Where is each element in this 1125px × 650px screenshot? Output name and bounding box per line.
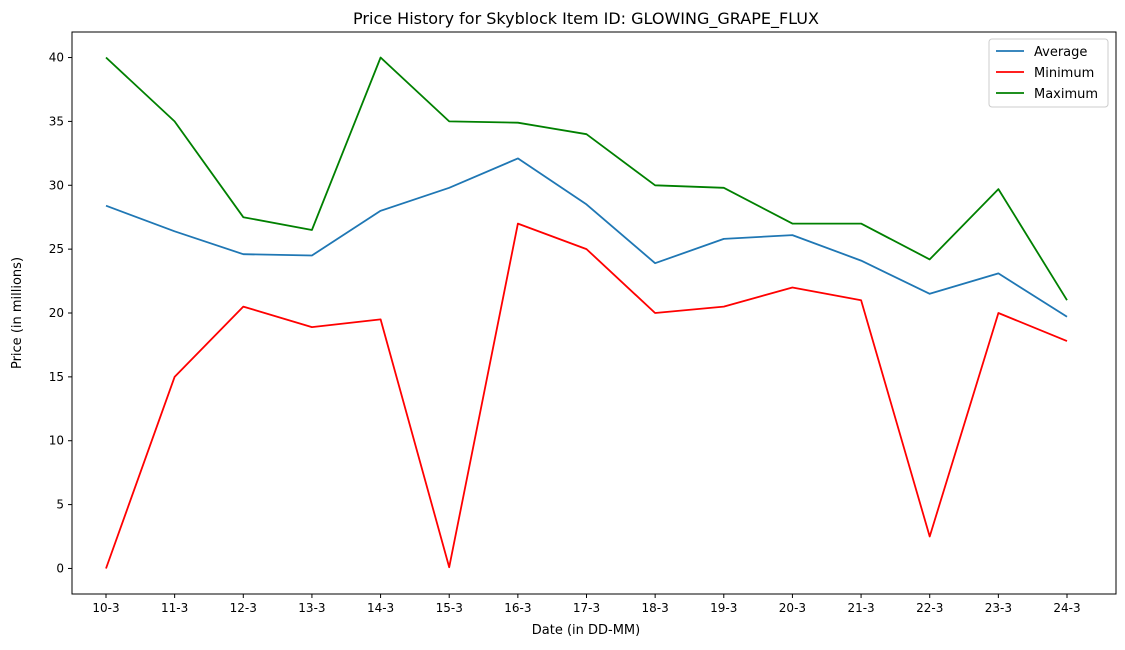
x-axis: 10-3 11-3 12-3 13-3 14-3 15-3 16-3 17-3 18-3 19-3… <box>92 594 1081 615</box>
data-point-minimum-16-3 <box>517 223 519 225</box>
legend: Average Minimum Maximum <box>988 38 1109 108</box>
x-tick-label: 23-3 <box>985 601 1012 615</box>
data-point-maximum-21-3 <box>860 223 862 225</box>
series-line-minimum <box>105 222 1068 569</box>
data-point-maximum-24-3 <box>1066 299 1068 301</box>
data-point-minimum-11-3 <box>174 376 176 378</box>
y-tick-label: 10 <box>49 434 64 448</box>
data-point-minimum-21-3 <box>860 299 862 301</box>
x-tick-label: 11-3 <box>161 601 188 615</box>
y-tick-label: 30 <box>49 178 64 192</box>
legend-box <box>988 38 1109 108</box>
data-point-average-14-3 <box>380 210 382 212</box>
x-tick-label: 17-3 <box>573 601 600 615</box>
data-point-average-10-3 <box>105 205 107 207</box>
data-point-maximum-19-3 <box>723 187 725 189</box>
data-point-minimum-13-3 <box>311 326 313 328</box>
data-point-maximum-15-3 <box>448 120 450 122</box>
data-point-minimum-17-3 <box>586 248 588 250</box>
data-point-minimum-14-3 <box>380 318 382 320</box>
series-line-maximum <box>105 56 1068 301</box>
y-tick-label: 20 <box>49 306 64 320</box>
x-tick-label: 16-3 <box>504 601 531 615</box>
data-point-maximum-14-3 <box>380 57 382 59</box>
data-point-average-24-3 <box>1066 316 1068 318</box>
x-tick-label: 15-3 <box>436 601 463 615</box>
data-point-minimum-15-3 <box>448 566 450 568</box>
data-point-maximum-13-3 <box>311 229 313 231</box>
data-point-minimum-24-3 <box>1066 340 1068 342</box>
chart-title: Price History for Skyblock Item ID: GLOW… <box>353 9 819 29</box>
y-axis-label: Price (in millions) <box>10 257 25 369</box>
x-tick-label: 14-3 <box>367 601 394 615</box>
plot-area <box>105 56 1068 570</box>
data-point-maximum-11-3 <box>174 120 176 122</box>
x-tick-label: 22-3 <box>916 601 943 615</box>
data-point-minimum-18-3 <box>654 312 656 314</box>
data-point-average-18-3 <box>654 262 656 264</box>
data-point-maximum-17-3 <box>586 133 588 135</box>
data-point-average-17-3 <box>586 203 588 205</box>
x-tick-label: 21-3 <box>847 601 874 615</box>
y-tick-label: 40 <box>49 51 64 65</box>
y-tick-label: 5 <box>56 498 64 512</box>
y-tick-label: 35 <box>49 114 64 128</box>
data-point-average-11-3 <box>174 230 176 232</box>
data-point-maximum-20-3 <box>791 223 793 225</box>
data-point-minimum-19-3 <box>723 306 725 308</box>
x-tick-label: 19-3 <box>710 601 737 615</box>
x-tick-label: 12-3 <box>230 601 257 615</box>
data-point-average-15-3 <box>448 187 450 189</box>
y-tick-label: 0 <box>56 561 64 575</box>
data-point-maximum-12-3 <box>242 216 244 218</box>
x-tick-label: 24-3 <box>1053 601 1080 615</box>
x-tick-label: 20-3 <box>779 601 806 615</box>
data-point-maximum-16-3 <box>517 122 519 124</box>
y-tick-label: 25 <box>49 242 64 256</box>
data-point-minimum-20-3 <box>791 287 793 289</box>
data-point-average-23-3 <box>997 272 999 274</box>
data-point-minimum-22-3 <box>929 536 931 538</box>
legend-label-average: Average <box>1034 45 1087 60</box>
data-point-average-13-3 <box>311 255 313 257</box>
plot-frame <box>71 31 1117 595</box>
x-tick-label: 10-3 <box>92 601 119 615</box>
data-point-average-16-3 <box>517 157 519 159</box>
data-point-average-12-3 <box>242 253 244 255</box>
x-axis-label: Date (in DD-MM) <box>532 623 640 638</box>
legend-label-minimum: Minimum <box>1034 66 1094 81</box>
data-point-average-21-3 <box>860 260 862 262</box>
legend-label-maximum: Maximum <box>1034 87 1098 102</box>
series-line-average <box>105 157 1068 318</box>
data-point-minimum-23-3 <box>997 312 999 314</box>
y-axis: 0 5 10 15 20 25 30 35 40 <box>49 51 72 575</box>
data-point-minimum-12-3 <box>242 306 244 308</box>
data-point-average-20-3 <box>791 234 793 236</box>
x-tick-label: 13-3 <box>298 601 325 615</box>
data-point-maximum-18-3 <box>654 184 656 186</box>
data-point-maximum-23-3 <box>997 188 999 190</box>
data-point-minimum-10-3 <box>105 568 107 570</box>
data-point-maximum-10-3 <box>105 57 107 59</box>
y-tick-label: 15 <box>49 370 64 384</box>
data-point-average-19-3 <box>723 238 725 240</box>
x-tick-label: 18-3 <box>642 601 669 615</box>
data-point-maximum-22-3 <box>929 258 931 260</box>
data-point-average-22-3 <box>929 293 931 295</box>
